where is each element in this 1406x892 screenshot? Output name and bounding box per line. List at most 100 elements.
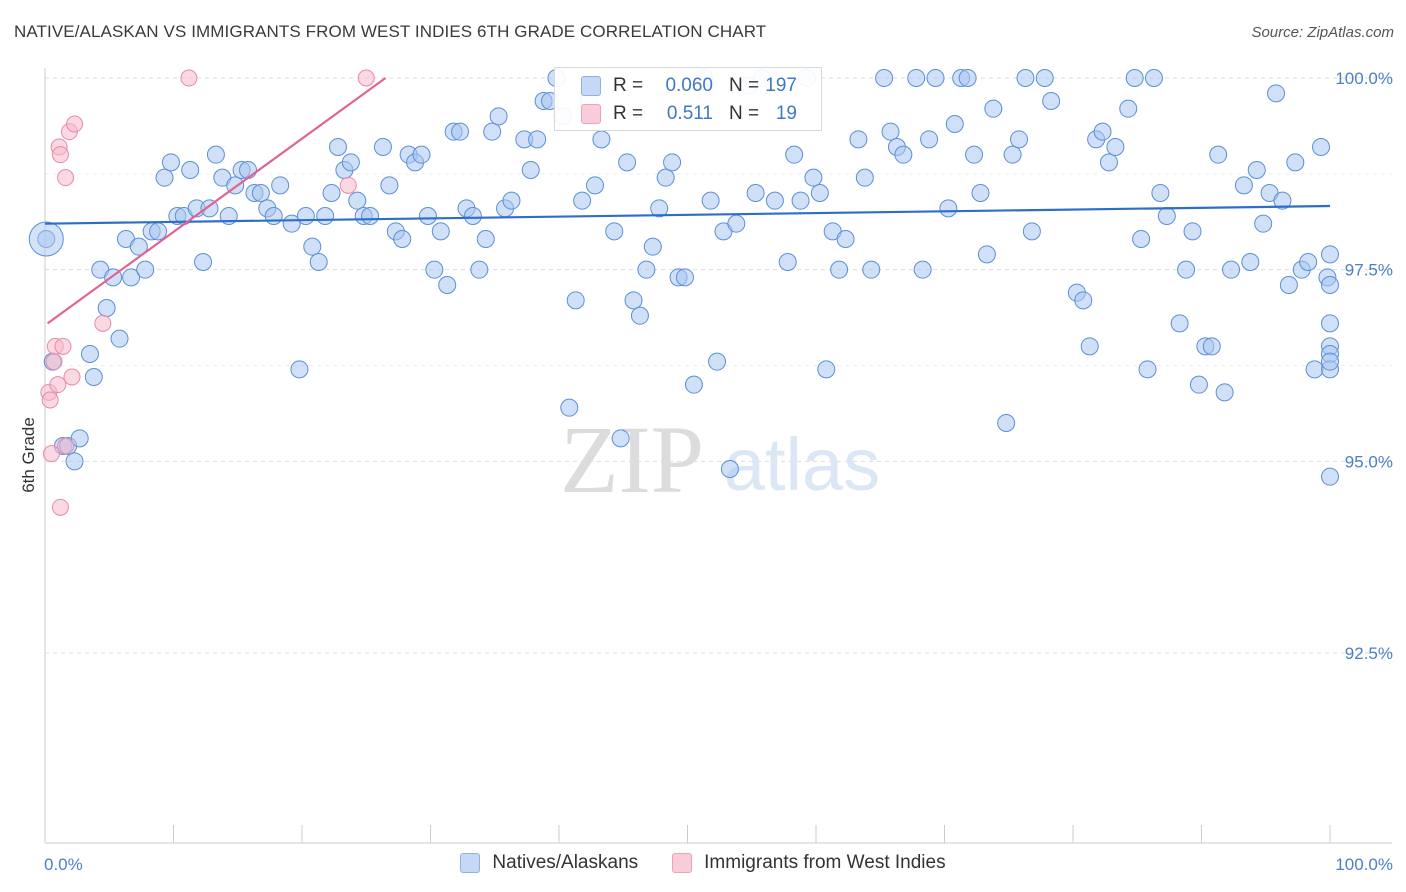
data-point <box>894 145 913 164</box>
data-point <box>1202 337 1221 356</box>
data-point <box>560 398 579 417</box>
r-label: R = <box>613 103 644 124</box>
data-point <box>1093 122 1112 141</box>
source-label: Source: ZipAtlas.com <box>1251 24 1394 41</box>
stats-box: R = 0.060 N = 197 R = 0.511 N = 19 <box>554 67 822 131</box>
data-point <box>348 191 367 210</box>
data-point <box>251 184 270 202</box>
legend-swatch-pink <box>672 853 693 873</box>
data-point <box>1099 153 1118 172</box>
data-point <box>136 260 155 279</box>
data-point <box>357 69 375 87</box>
data-point <box>1010 130 1029 149</box>
trend-line-natives <box>44 204 1331 225</box>
stats-swatch-pink <box>581 104 601 124</box>
y-tick-label: 92.5% <box>1345 644 1393 663</box>
data-point <box>502 191 521 210</box>
data-point <box>605 222 624 241</box>
data-point <box>881 122 900 141</box>
data-point <box>418 207 437 225</box>
data-point <box>528 130 547 149</box>
data-point <box>746 184 765 202</box>
data-point <box>913 260 932 279</box>
data-point <box>573 191 592 210</box>
data-point <box>875 69 894 87</box>
n-label: N = <box>729 75 760 96</box>
data-point <box>438 276 457 294</box>
tick-labels: 92.5% 95.0% 97.5% 100.0% 0.0% 100.0% <box>44 69 1393 874</box>
data-point <box>637 260 656 279</box>
data-point <box>1254 214 1273 233</box>
legend: Natives/Alaskans Immigrants from West In… <box>0 852 1406 874</box>
data-point <box>1132 230 1151 248</box>
data-point <box>1241 253 1260 271</box>
data-point <box>1299 253 1318 271</box>
data-point <box>54 337 72 355</box>
data-point <box>1074 291 1093 310</box>
west-indies-points <box>40 69 375 516</box>
data-point <box>684 375 703 394</box>
data-point <box>57 169 75 187</box>
data-point <box>476 230 495 248</box>
data-point <box>264 207 283 225</box>
data-point <box>830 260 849 279</box>
data-point <box>1125 69 1144 87</box>
data-point <box>1016 69 1035 87</box>
data-point <box>939 199 958 218</box>
legend-label: Natives/Alaskans <box>492 852 639 873</box>
y-tick-label: 100.0% <box>1335 69 1393 88</box>
data-point <box>656 168 675 187</box>
data-point <box>1170 314 1189 333</box>
y-axis-label: 6th Grade <box>19 417 38 493</box>
data-point <box>380 176 399 195</box>
data-point <box>451 122 470 141</box>
data-point <box>663 153 682 172</box>
r-value: 0.060 <box>665 75 713 96</box>
data-point <box>1042 92 1061 110</box>
axes <box>44 68 1392 844</box>
data-point <box>1177 260 1196 279</box>
x-tick-label: 100.0% <box>1335 855 1393 874</box>
data-point <box>51 146 69 164</box>
data-point <box>1138 360 1157 379</box>
data-point <box>328 138 347 156</box>
data-point <box>97 299 116 317</box>
data-point <box>1106 138 1125 156</box>
data-point <box>412 145 431 164</box>
data-point <box>1305 360 1324 379</box>
data-point <box>49 376 67 394</box>
n-label: N = <box>729 103 760 124</box>
data-point <box>675 268 694 287</box>
data-point <box>57 437 75 455</box>
data-point <box>611 429 630 448</box>
y-tick-label: 97.5% <box>1345 261 1393 280</box>
data-point <box>63 368 81 386</box>
data-point <box>1286 153 1305 172</box>
y-tick-label: 95.0% <box>1345 452 1393 471</box>
data-point <box>309 253 328 271</box>
data-point <box>817 360 836 379</box>
data-point <box>161 153 180 172</box>
data-point <box>1321 467 1339 486</box>
data-point <box>785 145 804 164</box>
data-point <box>1222 260 1241 279</box>
data-point <box>303 237 322 256</box>
data-point <box>1321 245 1339 264</box>
data-point <box>855 168 874 187</box>
data-point <box>836 230 855 248</box>
data-point <box>630 306 649 325</box>
data-point <box>322 184 341 202</box>
legend-swatch-blue <box>460 853 481 873</box>
data-point <box>316 207 335 225</box>
data-point <box>977 245 996 264</box>
data-point <box>907 69 926 87</box>
trend-line-west-indies <box>46 77 387 325</box>
data-point <box>129 237 148 256</box>
data-point <box>65 452 84 471</box>
data-point <box>361 207 380 225</box>
legend-label: Immigrants from West Indies <box>704 852 946 873</box>
watermark: ZIP atlas <box>560 406 880 513</box>
r-value: 0.511 <box>666 103 713 124</box>
data-point <box>618 153 637 172</box>
